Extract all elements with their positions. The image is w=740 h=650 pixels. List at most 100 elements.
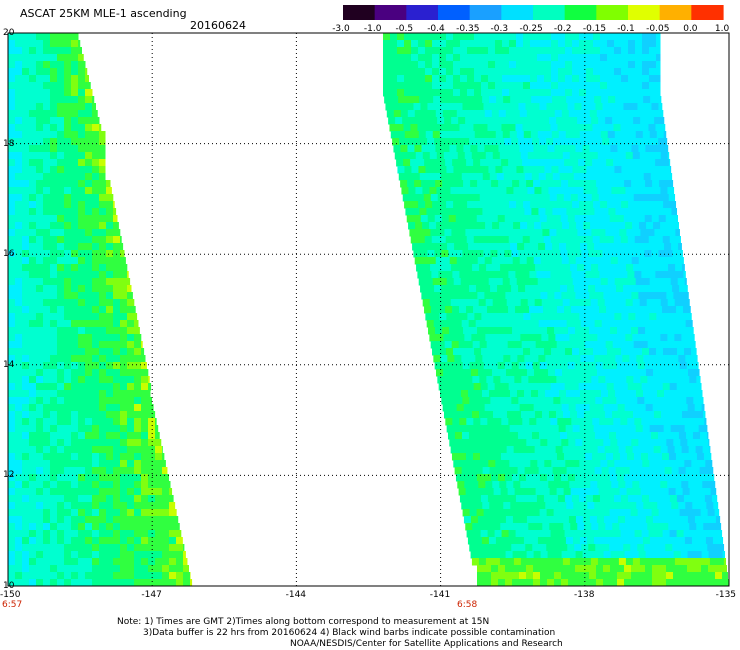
swath-pixel [539, 215, 548, 223]
swath-pixel [522, 418, 530, 426]
swath-pixel [636, 208, 644, 216]
swath-pixel [92, 103, 96, 111]
swath-pixel [594, 173, 603, 181]
color-scale-label: -1.0 [363, 24, 382, 34]
swath-pixel [15, 516, 23, 524]
swath-pixel [668, 194, 676, 202]
swath-pixel [673, 404, 682, 412]
swath-pixel [487, 530, 496, 538]
swath-pixel [43, 390, 51, 398]
swath-pixel [29, 348, 37, 356]
swath-pixel [564, 159, 572, 167]
swath-pixel [127, 306, 135, 314]
swath-pixel [502, 166, 510, 174]
swath-pixel [425, 47, 433, 55]
swath-pixel [22, 180, 30, 188]
swath-pixel [522, 236, 531, 244]
swath-pixel [544, 54, 552, 62]
swath-pixel [99, 348, 107, 356]
swath-pixel [574, 103, 582, 111]
swath-pixel [680, 516, 689, 524]
swath-pixel [127, 376, 135, 384]
swath-pixel [78, 551, 86, 559]
swath-pixel [617, 572, 625, 580]
swath-pixel [141, 495, 149, 503]
swath-pixel [529, 418, 537, 426]
swath-pixel [581, 103, 589, 111]
swath-pixel [629, 502, 637, 510]
swath-pixel [481, 47, 489, 55]
swath-pixel [670, 425, 679, 433]
swath-pixel [689, 453, 698, 461]
swath-pixel [448, 138, 456, 146]
swath-pixel [148, 397, 153, 405]
swath-pixel [538, 208, 546, 216]
swath-pixel [481, 425, 490, 433]
swath-pixel [488, 33, 496, 41]
swath-pixel [577, 264, 585, 272]
swath-pixel [29, 173, 37, 181]
swath-pixel [457, 222, 465, 230]
swath-pixel [538, 432, 547, 440]
swath-pixel [43, 82, 51, 90]
swath-pixel [552, 173, 561, 181]
swath-pixel [78, 75, 86, 83]
swath-pixel [643, 243, 651, 251]
swath-pixel [120, 481, 128, 489]
swath-pixel [437, 264, 445, 272]
swath-pixel [22, 446, 30, 454]
swath-pixel [473, 306, 481, 314]
swath-pixel [608, 208, 616, 216]
swath-pixel [600, 61, 608, 69]
swath-pixel [71, 397, 79, 405]
swath-pixel [610, 180, 618, 188]
swath-pixel [621, 61, 629, 69]
swath-pixel [481, 166, 489, 174]
swath-pixel [693, 397, 701, 405]
swath-pixel [99, 271, 107, 279]
swath-pixel [92, 551, 100, 559]
swath-pixel [643, 432, 652, 440]
swath-pixel [578, 530, 587, 538]
swath-pixel [556, 341, 565, 349]
swath-pixel [460, 68, 468, 76]
swath-pixel [439, 166, 447, 174]
swath-pixel [671, 355, 679, 363]
swath-pixel [36, 208, 44, 216]
swath-pixel [15, 362, 23, 370]
swath-pixel [71, 285, 79, 293]
swath-pixel [446, 47, 454, 55]
swath-pixel [468, 502, 476, 510]
swath-pixel [633, 488, 642, 496]
swath-pixel [495, 54, 503, 62]
swath-pixel [78, 334, 86, 342]
swath-pixel [574, 509, 583, 517]
swath-pixel [593, 537, 602, 545]
swath-pixel [503, 173, 512, 181]
swath-pixel [549, 264, 557, 272]
swath-pixel [518, 215, 527, 223]
note-line-3: NOAA/NESDIS/Center for Satellite Applica… [290, 639, 563, 649]
swath-pixel [510, 502, 518, 510]
swath-pixel [515, 271, 523, 279]
swath-pixel [141, 383, 149, 391]
swath-pixel [620, 530, 629, 538]
swath-pixel [162, 544, 170, 552]
swath-pixel [651, 215, 660, 223]
swath-pixel [580, 390, 588, 398]
swath-pixel [523, 460, 531, 468]
swath-pixel [504, 138, 512, 146]
swath-pixel [619, 376, 627, 384]
swath-pixel [650, 320, 659, 328]
swath-pixel [540, 110, 549, 118]
swath-pixel [649, 460, 657, 468]
swath-pixel [521, 488, 530, 496]
swath-pixel [642, 278, 651, 286]
swath-pixel [523, 313, 531, 321]
swath-pixel [434, 362, 443, 370]
swath-pixel [85, 180, 93, 188]
swath-pixel [647, 229, 655, 237]
swath-pixel [78, 103, 86, 111]
swath-pixel [183, 544, 185, 552]
swath-pixel [496, 173, 505, 181]
